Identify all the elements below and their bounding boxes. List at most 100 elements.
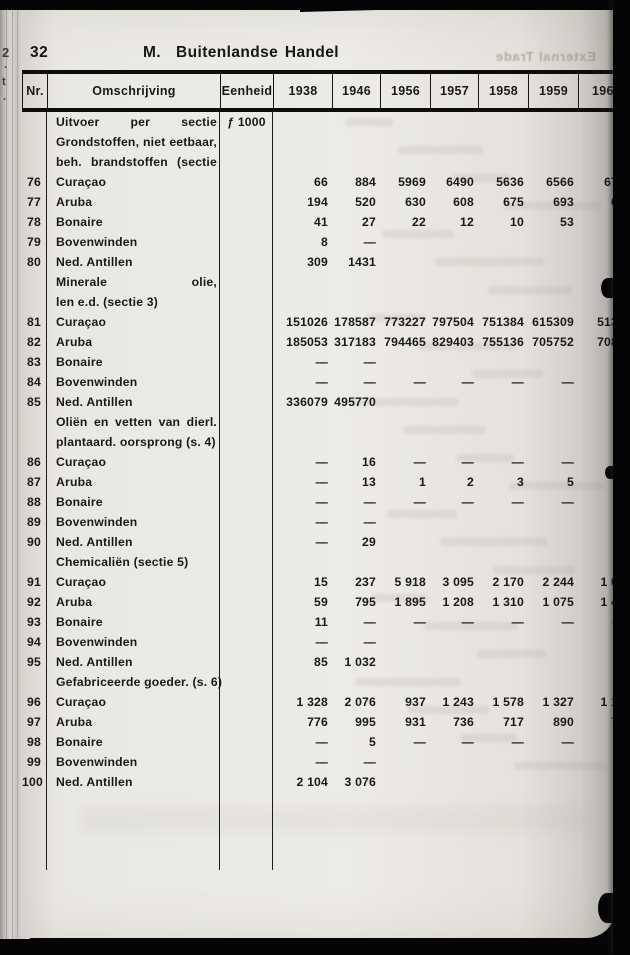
cell-1956: 630 bbox=[405, 195, 426, 209]
cell-1959: 705752 bbox=[532, 335, 574, 349]
table-row: 80 Ned. Antillen 309 1431 bbox=[22, 252, 630, 272]
column-rule-omschrijving bbox=[218, 112, 221, 870]
cell-1946: 13 bbox=[362, 475, 376, 489]
cell-1946: — bbox=[363, 515, 376, 529]
cell-1938 bbox=[273, 152, 332, 172]
cell-1946: 995 bbox=[355, 715, 376, 729]
cell-1956 bbox=[380, 532, 430, 552]
row-number bbox=[22, 432, 47, 452]
showthrough-smudge bbox=[456, 454, 514, 462]
cell-1938: — bbox=[315, 495, 328, 509]
cell-1938 bbox=[273, 412, 332, 432]
cell-1956: — bbox=[413, 455, 426, 469]
cell-1957: — bbox=[461, 455, 474, 469]
row-number bbox=[22, 672, 47, 692]
row-number: 82 bbox=[27, 335, 41, 349]
cell-1958 bbox=[478, 752, 528, 772]
cell-1938: — bbox=[315, 515, 328, 529]
cell-1956 bbox=[380, 752, 430, 772]
table-row: 97Aruba77699593173671789078 bbox=[22, 712, 630, 732]
cell-1957 bbox=[430, 152, 478, 172]
cell-1959 bbox=[528, 552, 578, 572]
unit-cell bbox=[220, 232, 273, 252]
cell-1956: 937 bbox=[405, 695, 426, 709]
cell-1956: 5 918 bbox=[394, 575, 426, 589]
column-header-1946: 1946 bbox=[333, 74, 381, 108]
unit-cell bbox=[220, 752, 273, 772]
statistics-table: Nr. Omschrijving Eenheid 1938 1946 1956 … bbox=[22, 70, 630, 870]
unit-cell bbox=[220, 352, 273, 372]
cell-1957: 2 bbox=[467, 475, 474, 489]
cell-1957 bbox=[430, 772, 478, 792]
showthrough-smudge bbox=[440, 538, 547, 546]
table-body: Uitvoer per sectie (vervolg) ƒ 1000 Gronds… bbox=[22, 112, 630, 792]
cell-1959: — bbox=[561, 375, 574, 389]
cell-1956 bbox=[380, 652, 430, 672]
table-row: 79 Bovenwinden 8 — bbox=[22, 232, 630, 252]
cell-1946: — bbox=[363, 615, 376, 629]
cell-1938: — bbox=[315, 755, 328, 769]
cell-1957 bbox=[430, 132, 478, 152]
showthrough-smudge bbox=[504, 202, 601, 210]
cell-1958: 675 bbox=[503, 195, 524, 209]
showthrough-smudge bbox=[435, 258, 544, 266]
section-header-row: len e.d. (sectie 3) bbox=[22, 292, 630, 312]
cell-1938: 309 bbox=[307, 255, 328, 269]
unit-cell bbox=[220, 292, 273, 312]
row-number: 93 bbox=[27, 615, 41, 629]
row-label: Ned. Antillen bbox=[56, 255, 133, 269]
cell-1957: 797504 bbox=[432, 315, 474, 329]
unit-cell bbox=[220, 332, 273, 352]
row-label: Curaçao bbox=[56, 315, 107, 329]
cell-1958: — bbox=[511, 375, 524, 389]
cell-1957: 6490 bbox=[446, 175, 474, 189]
row-number: 79 bbox=[27, 235, 41, 249]
row-number: 80 bbox=[27, 255, 41, 269]
showthrough-smudge bbox=[424, 622, 518, 630]
cell-1958 bbox=[478, 112, 528, 132]
cell-1956 bbox=[380, 412, 430, 432]
unit-cell bbox=[220, 592, 273, 612]
cell-1957 bbox=[430, 352, 478, 372]
column-header-1957: 1957 bbox=[431, 74, 479, 108]
row-label: Curaçao bbox=[56, 175, 107, 189]
showthrough-smudge bbox=[355, 678, 461, 686]
row-label: Bonaire bbox=[56, 735, 103, 749]
table-row: 83 Bonaire — — bbox=[22, 352, 630, 372]
cell-1946: 2 076 bbox=[344, 695, 376, 709]
cell-1958 bbox=[478, 672, 528, 692]
cell-1956: — bbox=[413, 735, 426, 749]
cell-1958 bbox=[478, 632, 528, 652]
row-number bbox=[22, 552, 47, 572]
section-letter: M. bbox=[143, 44, 162, 61]
showthrough-smudge bbox=[345, 118, 393, 126]
unit-cell bbox=[220, 532, 273, 552]
table-row: 88 Bonaire — — — — — — bbox=[22, 492, 630, 512]
cell-1946 bbox=[332, 112, 380, 132]
cell-1959: — bbox=[561, 615, 574, 629]
section-header-row: Chemicaliën (sectie 5) bbox=[22, 552, 630, 572]
cell-1946 bbox=[332, 292, 380, 312]
column-header-1938: 1938 bbox=[274, 74, 333, 108]
cell-1959: 1 075 bbox=[542, 595, 574, 609]
cell-1946: — bbox=[363, 235, 376, 249]
row-label: Bonaire bbox=[56, 355, 103, 369]
cell-1956 bbox=[380, 232, 430, 252]
column-header-omschrijving: Omschrijving bbox=[48, 74, 221, 108]
cell-1946 bbox=[332, 672, 380, 692]
cell-1958 bbox=[478, 132, 528, 152]
cell-1956 bbox=[380, 512, 430, 532]
showthrough-smudge bbox=[509, 482, 604, 490]
cell-1959 bbox=[528, 272, 578, 292]
showthrough-smudge bbox=[80, 806, 590, 832]
cell-1957: 1 243 bbox=[442, 695, 474, 709]
cell-1959: 890 bbox=[553, 715, 574, 729]
cell-1938: 66 bbox=[314, 175, 328, 189]
cell-1938: 185053 bbox=[286, 335, 328, 349]
column-header-nr: Nr. bbox=[23, 74, 48, 108]
cell-1959: 6566 bbox=[546, 175, 574, 189]
cell-1938: 15 bbox=[314, 575, 328, 589]
cell-1959 bbox=[528, 512, 578, 532]
